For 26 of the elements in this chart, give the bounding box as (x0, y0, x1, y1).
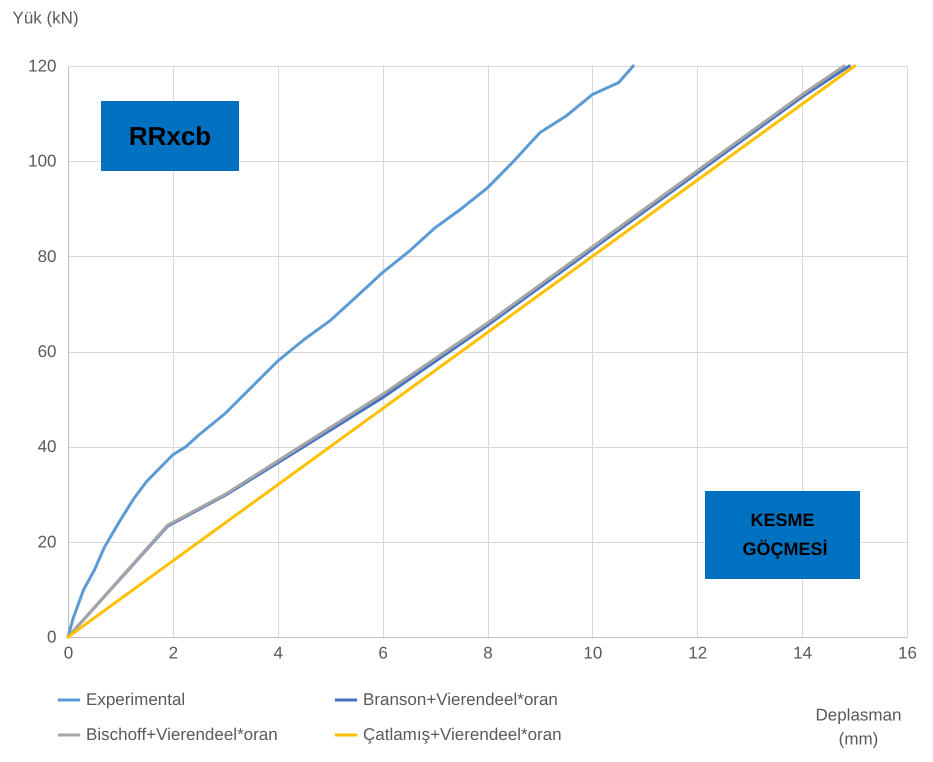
x-axis-title: Deplasman (mm) (816, 706, 902, 748)
text-box: RRxcb (101, 101, 239, 171)
x-tick-label: 2 (168, 644, 178, 662)
annotation: KESME GÖÇMESİ (742, 509, 828, 561)
x-tick-label: 6 (378, 644, 388, 662)
y-tick-label: 40 (38, 437, 56, 456)
y-tick-label: 80 (38, 246, 56, 266)
y-tick-label: 100 (28, 152, 56, 171)
x-tick-label: 14 (793, 644, 812, 662)
x-tick-label: 16 (898, 644, 917, 662)
x-tick-label: 4 (274, 644, 283, 662)
annotation: RRxcb (128, 120, 212, 152)
x-tick-label: 8 (483, 644, 493, 662)
y-tick-label: 0 (47, 628, 56, 646)
x-tick-label: 0 (64, 644, 74, 662)
legend-label: Bischoff+Vierendeel*oran (86, 725, 278, 744)
y-tick-label: 20 (38, 532, 56, 552)
x-tick-label: 12 (688, 644, 708, 662)
legend-label: Çatlamış+Vierendeel*oran (363, 725, 562, 744)
y-axis-title: Yük (kN) (12, 8, 79, 28)
y-tick-label: 120 (28, 56, 56, 76)
x-tick-label: 10 (583, 644, 602, 662)
y-tick-label: 60 (38, 342, 56, 361)
legend-label: Branson+Vierendeel*oran (363, 690, 558, 709)
legend-label: Experimental (86, 690, 186, 709)
text-box: KESME GÖÇMESİ (705, 491, 860, 579)
